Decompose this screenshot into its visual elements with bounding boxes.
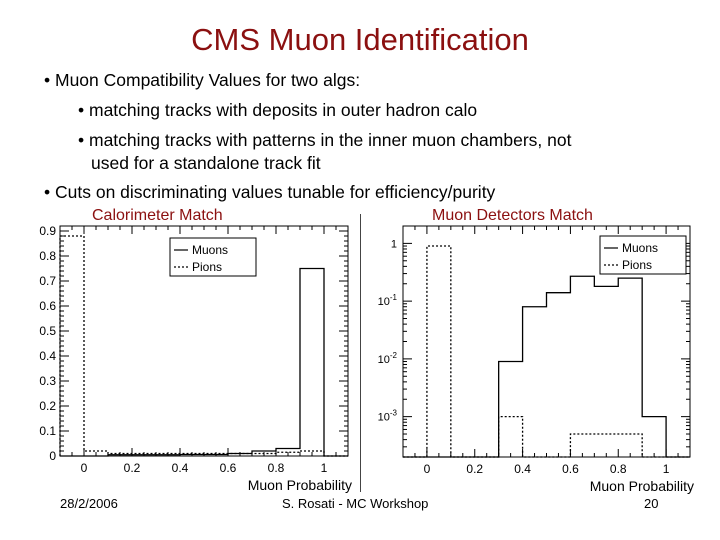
x-tick-label: 0.4 [514, 462, 531, 476]
y-tick-label: 0.1 [39, 424, 56, 438]
histogram-pions [403, 245, 690, 458]
bullet-1-sub-2-cont: used for a standalone track fit [91, 153, 321, 173]
footer-center: S. Rosati - MC Workshop [282, 496, 429, 511]
y-tick-label: 0.2 [39, 399, 56, 413]
chart-divider [360, 214, 361, 492]
chart-calorimeter-match: 0 0.2 0.4 0.6 0.8 1 0 0.1 0.2 0.3 0.4 0.5 0.6 0.7 0.8 0… [39, 224, 352, 493]
footer-date: 28/2/2006 [60, 496, 118, 511]
y-tick-label: 10-2 [378, 351, 398, 366]
y-tick-label: 10-1 [378, 293, 398, 308]
y-tick-label: 1 [391, 238, 397, 250]
footer-page-number: 20 [644, 496, 659, 511]
x-tick-label: 0.6 [562, 462, 579, 476]
bullet-2: • Cuts on discriminating values tunable … [44, 182, 496, 202]
y-tick-label: 10-3 [378, 409, 398, 424]
chart-title-calorimeter: Calorimeter Match [92, 207, 223, 224]
x-tick-label: 0.2 [124, 461, 141, 475]
slide-title: CMS Muon Identification [191, 22, 529, 57]
legend-label-pions: Pions [192, 260, 222, 274]
x-tick-label: 0 [81, 461, 88, 475]
y-tick-label: 0.6 [39, 299, 56, 313]
y-tick-label: 0.7 [39, 274, 56, 288]
x-tick-label: 0.8 [268, 461, 285, 475]
legend-box [169, 237, 257, 277]
histogram-muons [60, 267, 348, 457]
x-tick-label: 1 [663, 462, 670, 476]
bullet-1: • Muon Compatibility Values for two algs… [44, 70, 361, 90]
histogram-muons [403, 275, 690, 458]
legend-label-muons: Muons [192, 243, 228, 257]
chart-muon-detectors-match: 0 0.2 0.4 0.6 0.8 1 10-3 10-2 10-1 1 Muons Pions Muo… [378, 225, 694, 494]
y-tick-label: 0 [49, 449, 56, 463]
y-tick-label: 0.5 [39, 324, 56, 338]
chart-title-muon-detectors: Muon Detectors Match [432, 207, 593, 224]
legend-label-pions: Pions [622, 258, 652, 272]
x-tick-label: 0.4 [172, 461, 189, 475]
x-tick-label: 0.2 [466, 462, 483, 476]
y-tick-label: 0.8 [39, 249, 56, 263]
x-tick-label: 0.6 [220, 461, 237, 475]
x-tick-label: 1 [321, 461, 328, 475]
y-tick-label: 0.3 [39, 374, 56, 388]
x-tick-label: 0.8 [610, 462, 627, 476]
y-tick-label: 0.9 [39, 224, 56, 238]
bullet-1-sub-1: • matching tracks with deposits in outer… [78, 100, 478, 120]
bullet-1-sub-2: • matching tracks with patterns in the i… [78, 130, 572, 150]
legend-label-muons: Muons [622, 241, 658, 255]
x-tick-label: 0 [424, 462, 431, 476]
x-axis-label: Muon Probability [590, 478, 694, 494]
histogram-pions [59, 235, 348, 457]
y-tick-label: 0.4 [39, 349, 56, 363]
x-axis-label: Muon Probability [248, 477, 352, 493]
legend-box [599, 235, 687, 275]
